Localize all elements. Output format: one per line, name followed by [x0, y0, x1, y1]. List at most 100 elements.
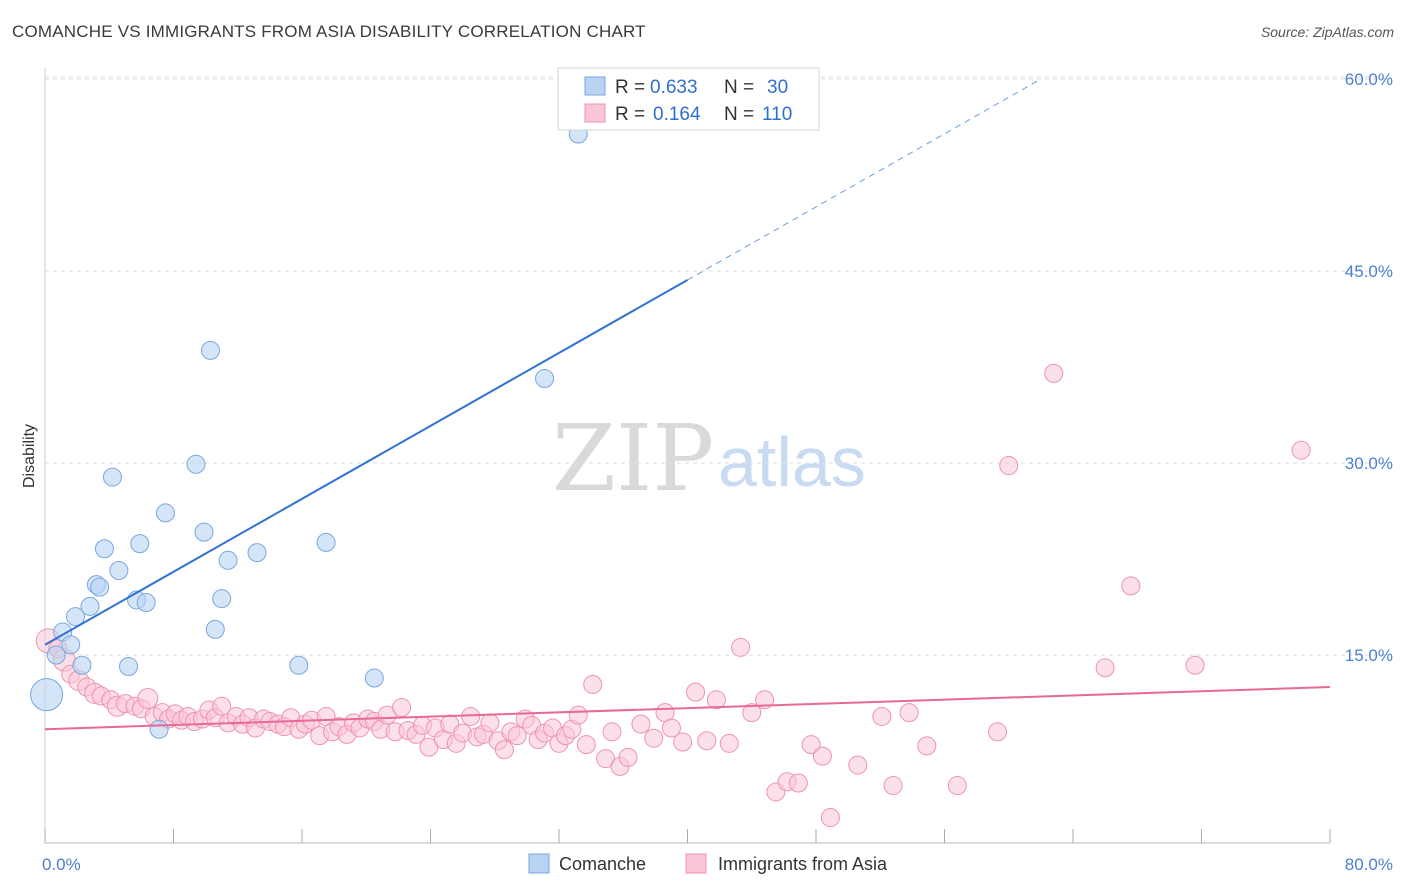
- y-tick-label: 45.0%: [1345, 262, 1393, 281]
- comanche-point: [218, 550, 238, 570]
- asia-point: [686, 682, 706, 702]
- chart-title: COMANCHE VS IMMIGRANTS FROM ASIA DISABIL…: [12, 22, 646, 41]
- comanche-point: [194, 522, 214, 542]
- comanche-point: [130, 534, 150, 554]
- comanche-point: [186, 454, 206, 474]
- y-tick-label: 30.0%: [1345, 454, 1393, 473]
- comanche-point: [247, 543, 267, 563]
- asia-trend-line: [44, 686, 1331, 731]
- legend-swatch-comanche: [584, 76, 606, 96]
- asia-point: [1095, 658, 1115, 678]
- comanche-point: [535, 369, 555, 389]
- asia-point: [872, 706, 892, 726]
- bottom-legend-asia: Immigrants from Asia: [718, 854, 888, 874]
- asia-point: [788, 773, 808, 793]
- bottom-legend: Comanche Immigrants from Asia: [528, 853, 888, 874]
- asia-point: [848, 755, 868, 775]
- bottom-legend-swatch-asia: [685, 853, 707, 874]
- asia-point: [1121, 576, 1141, 596]
- asia-point: [661, 718, 681, 738]
- asia-point: [706, 690, 726, 710]
- comanche-point: [61, 635, 81, 655]
- asia-point: [673, 732, 693, 752]
- asia-point: [644, 728, 664, 748]
- asia-point: [583, 674, 603, 694]
- bottom-legend-swatch-comanche: [528, 853, 550, 874]
- comanche-point: [149, 719, 169, 739]
- asia-point: [1291, 440, 1311, 460]
- y-axis-label: Disability: [21, 424, 38, 488]
- comanche-point: [155, 503, 175, 523]
- comanche-point: [200, 340, 220, 360]
- watermark-zip: ZIP: [552, 405, 714, 512]
- asia-point: [618, 747, 638, 767]
- x-tick-label-min: 0.0%: [42, 855, 81, 874]
- asia-point: [602, 722, 622, 742]
- asia-point: [801, 735, 821, 755]
- asia-point: [731, 637, 751, 657]
- comanche-point: [205, 619, 225, 639]
- asia-point: [755, 690, 775, 710]
- y-tick-labels: 15.0% 30.0% 45.0% 60.0%: [1345, 70, 1393, 665]
- trend-lines: [44, 78, 1331, 731]
- asia-point: [1044, 363, 1064, 383]
- asia-point: [568, 705, 588, 725]
- comanche-trend-line: [44, 279, 688, 646]
- comanche-point: [136, 593, 156, 613]
- legend-r-label-2: R =: [615, 104, 645, 125]
- asia-point: [507, 726, 527, 746]
- asia-point: [899, 703, 919, 723]
- comanche-trend-extension: [687, 78, 1042, 281]
- legend-n-label-1: N =: [724, 77, 754, 98]
- legend-swatch-asia: [584, 103, 606, 123]
- comanche-point: [94, 539, 114, 559]
- asia-point: [494, 740, 514, 760]
- bottom-legend-comanche: Comanche: [559, 854, 646, 874]
- asia-point: [947, 776, 967, 796]
- y-tick-label: 15.0%: [1345, 646, 1393, 665]
- legend-r-label-1: R =: [615, 77, 645, 98]
- comanche-point: [316, 532, 336, 552]
- comanche-point: [80, 596, 100, 616]
- gridlines: [45, 76, 1392, 656]
- comanche-point: [46, 645, 66, 665]
- asia-point: [137, 688, 159, 710]
- asia-point: [719, 733, 739, 753]
- asia-point: [812, 746, 832, 766]
- legend-n-value-2: 110: [762, 104, 792, 125]
- y-tick-label: 60.0%: [1345, 70, 1393, 89]
- comanche-point: [289, 655, 309, 675]
- top-legend: R = 0.633 N = 30 R = 0.164 N = 110: [557, 67, 820, 131]
- series-comanche: [30, 124, 588, 739]
- comanche-point: [102, 467, 122, 487]
- asia-point: [1185, 655, 1205, 675]
- asia-point: [576, 735, 596, 755]
- asia-point: [820, 808, 840, 828]
- comanche-point: [109, 561, 129, 581]
- asia-point: [392, 697, 412, 717]
- asia-point: [697, 731, 717, 751]
- asia-point: [883, 776, 903, 796]
- legend-n-value-1: 30: [767, 77, 788, 98]
- comanche-point: [364, 668, 384, 688]
- comanche-point: [30, 678, 64, 712]
- asia-point: [212, 696, 232, 716]
- legend-r-value-1: 0.633: [650, 77, 698, 98]
- comanche-point: [66, 607, 86, 627]
- asia-point: [480, 713, 500, 733]
- asia-point: [999, 456, 1019, 476]
- asia-point: [742, 703, 762, 723]
- asia-point: [631, 714, 651, 734]
- comanche-point: [72, 655, 92, 675]
- legend-n-label-2: N =: [724, 104, 754, 125]
- legend-r-value-2: 0.164: [653, 104, 701, 125]
- comanche-point: [119, 657, 139, 677]
- comanche-point: [90, 577, 110, 597]
- x-tick-label-max: 80.0%: [1345, 855, 1393, 874]
- asia-point: [917, 736, 937, 756]
- watermark-atlas: atlas: [718, 423, 866, 501]
- asia-point: [988, 722, 1008, 742]
- source-credit: Source: ZipAtlas.com: [1260, 24, 1394, 40]
- comanche-point: [212, 589, 232, 609]
